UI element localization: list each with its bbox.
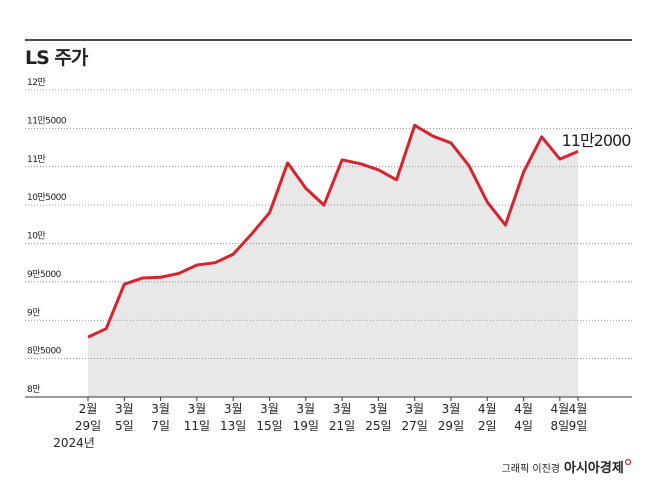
y-tick-label: 10만5000	[27, 192, 67, 203]
x-tick-label: 25일	[365, 419, 391, 433]
chart-title: LS 주가	[25, 47, 89, 69]
x-month-label: 3월	[188, 402, 207, 416]
x-tick-label: 4일	[514, 419, 533, 433]
source: 아시아경제	[564, 460, 624, 476]
x-month-label: 4월	[569, 402, 588, 416]
logo-mark	[624, 458, 632, 466]
x-month-label: 2월	[79, 402, 98, 416]
x-tick-label: 8일	[551, 419, 570, 433]
x-month-label: 3월	[333, 402, 352, 416]
price-line	[87, 123, 579, 339]
x-month-label: 3월	[369, 402, 388, 416]
x-tick-label: 21일	[329, 419, 355, 433]
x-tick-label: 11일	[184, 419, 210, 433]
y-tick-label: 10만	[27, 231, 45, 242]
x-tick-label: 9일	[569, 419, 588, 433]
x-tick-label: 5일	[115, 419, 134, 433]
x-tick-label: 19일	[293, 419, 319, 433]
x-tick-label: 29일	[438, 419, 464, 433]
x-year-label: 2024년	[53, 436, 95, 450]
x-month-label: 3월	[151, 402, 170, 416]
x-tick-label: 2일	[478, 419, 497, 433]
x-tick-label: 7일	[151, 419, 170, 433]
annotation: 11만2000	[562, 131, 632, 150]
y-tick-label: 11만5000	[27, 115, 67, 126]
x-month-label: 3월	[296, 402, 315, 416]
y-tick-label: 8만	[27, 384, 40, 395]
x-month-label: 4월	[514, 402, 533, 416]
x-tick-label: 27일	[402, 419, 428, 433]
x-month-label: 3월	[442, 402, 461, 416]
x-tick-label: 15일	[256, 419, 282, 433]
y-tick-label: 8만5000	[27, 346, 62, 357]
x-tick-label: 29일	[75, 419, 101, 433]
credit: 그래픽 이진경	[502, 462, 560, 475]
area	[88, 125, 578, 398]
x-month-label: 4월	[551, 402, 570, 416]
y-tick-label: 11만	[27, 154, 45, 165]
x-month-label: 3월	[115, 402, 134, 416]
x-tick-label: 13일	[220, 419, 246, 433]
y-tick-label: 9만5000	[27, 269, 62, 280]
x-month-label: 3월	[405, 402, 424, 416]
y-tick-label: 12만	[27, 77, 45, 88]
x-month-label: 3월	[260, 402, 279, 416]
x-month-label: 3월	[224, 402, 243, 416]
y-tick-label: 9만	[27, 307, 40, 318]
x-month-label: 4월	[478, 402, 497, 416]
